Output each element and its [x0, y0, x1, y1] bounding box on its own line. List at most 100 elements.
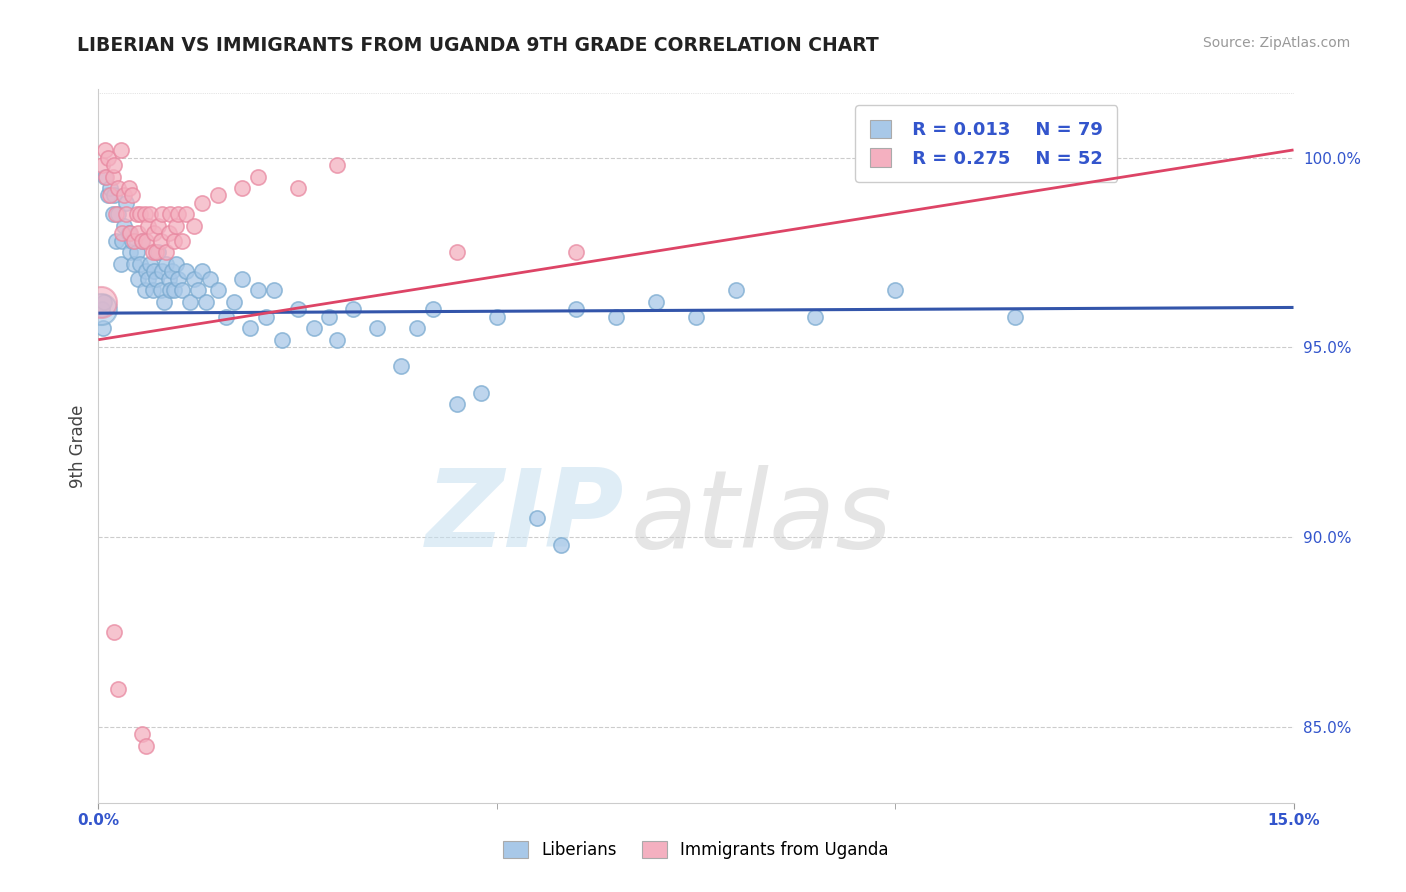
- Point: [90, 302, 112, 317]
- Point: [90, 294, 112, 309]
- Point: [127, 227, 149, 241]
- Point: [97, 151, 120, 165]
- Point: [148, 245, 170, 260]
- Point: [605, 310, 627, 324]
- Point: [118, 227, 141, 241]
- Point: [159, 207, 181, 221]
- Point: [121, 188, 143, 202]
- Point: [1004, 310, 1026, 324]
- Point: [550, 538, 572, 552]
- Point: [97, 188, 120, 202]
- Point: [195, 294, 218, 309]
- Point: [111, 234, 134, 248]
- Point: [198, 272, 221, 286]
- Point: [150, 207, 173, 221]
- Legend: Liberians, Immigrants from Uganda: Liberians, Immigrants from Uganda: [496, 834, 896, 866]
- Point: [167, 272, 190, 286]
- Point: [263, 284, 285, 298]
- Point: [167, 207, 190, 221]
- Point: [406, 321, 429, 335]
- Point: [884, 284, 907, 298]
- Point: [318, 310, 340, 324]
- Point: [163, 284, 186, 298]
- Point: [157, 272, 180, 286]
- Point: [149, 284, 172, 298]
- Point: [287, 302, 309, 317]
- Point: [231, 181, 253, 195]
- Point: [98, 188, 122, 202]
- Point: [131, 234, 153, 248]
- Point: [485, 310, 508, 324]
- Point: [254, 310, 277, 324]
- Point: [231, 272, 253, 286]
- Point: [103, 625, 125, 640]
- Point: [179, 294, 201, 309]
- Point: [215, 310, 238, 324]
- Point: [724, 284, 747, 298]
- Point: [115, 207, 138, 221]
- Point: [366, 321, 388, 335]
- Point: [134, 207, 156, 221]
- Point: [143, 264, 166, 278]
- Point: [124, 234, 146, 248]
- Point: [107, 181, 129, 195]
- Point: [101, 169, 124, 184]
- Text: Source: ZipAtlas.com: Source: ZipAtlas.com: [1202, 36, 1350, 50]
- Point: [91, 158, 114, 172]
- Text: atlas: atlas: [630, 465, 893, 570]
- Point: [107, 207, 129, 221]
- Point: [222, 294, 245, 309]
- Point: [174, 264, 197, 278]
- Point: [565, 302, 588, 317]
- Point: [302, 321, 325, 335]
- Point: [166, 257, 188, 271]
- Point: [246, 169, 269, 184]
- Point: [246, 284, 269, 298]
- Point: [103, 188, 125, 202]
- Point: [125, 245, 148, 260]
- Point: [112, 188, 135, 202]
- Point: [174, 207, 197, 221]
- Point: [145, 272, 167, 286]
- Point: [470, 385, 492, 400]
- Point: [685, 310, 707, 324]
- Point: [93, 294, 115, 309]
- Point: [155, 257, 177, 271]
- Point: [127, 272, 149, 286]
- Point: [446, 245, 468, 260]
- Point: [94, 169, 117, 184]
- Point: [270, 333, 292, 347]
- Point: [104, 207, 127, 221]
- Point: [389, 359, 412, 374]
- Point: [342, 302, 364, 317]
- Point: [111, 227, 134, 241]
- Point: [110, 143, 132, 157]
- Point: [143, 227, 166, 241]
- Point: [157, 227, 180, 241]
- Point: [134, 284, 156, 298]
- Point: [98, 181, 122, 195]
- Point: [91, 302, 114, 317]
- Point: [136, 272, 159, 286]
- Point: [124, 257, 146, 271]
- Point: [91, 321, 114, 335]
- Y-axis label: 9th Grade: 9th Grade: [69, 404, 87, 488]
- Point: [101, 207, 124, 221]
- Point: [422, 302, 444, 317]
- Point: [166, 219, 188, 233]
- Point: [107, 681, 129, 696]
- Point: [135, 234, 157, 248]
- Point: [172, 284, 194, 298]
- Point: [120, 227, 142, 241]
- Point: [191, 264, 214, 278]
- Point: [131, 234, 153, 248]
- Point: [159, 284, 181, 298]
- Point: [150, 264, 173, 278]
- Point: [125, 207, 148, 221]
- Point: [183, 219, 205, 233]
- Point: [187, 284, 209, 298]
- Point: [139, 257, 162, 271]
- Point: [128, 207, 150, 221]
- Point: [287, 181, 309, 195]
- Point: [804, 310, 827, 324]
